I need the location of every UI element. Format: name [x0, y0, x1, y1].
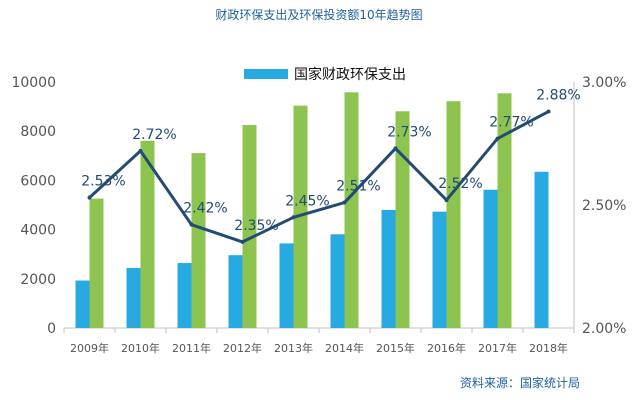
axes: 0 2000 4000 6000 8000 10000 2.00% 2.50% 3.00% 200…	[11, 75, 626, 355]
source-note: 资料来源：国家统计局	[459, 376, 580, 390]
left-tick-label: 2000	[20, 272, 56, 288]
ratio-point	[189, 222, 194, 227]
ratio-data-label: 2.72%	[132, 127, 176, 143]
ratio-data-label: 2.35%	[234, 218, 278, 234]
left-tick-label: 10000	[11, 75, 56, 91]
ratio-point	[138, 148, 143, 153]
bar-fiscal-expenditure	[381, 209, 396, 328]
bar-fiscal-expenditure	[330, 234, 345, 328]
ratio-point	[342, 200, 347, 205]
bar-environmental-investment	[191, 153, 206, 328]
ratio-data-label: 2.51%	[336, 179, 380, 195]
bar-fiscal-expenditure	[177, 263, 192, 328]
ratio-data-label: 2.77%	[489, 115, 533, 131]
ratio-data-label: 2.88%	[536, 88, 580, 104]
labels: 2.53% 2.72% 2.42% 2.35% 2.45% 2.51% 2.73% 2.52%…	[81, 88, 580, 234]
ratio-data-label: 2.52%	[438, 176, 482, 192]
bars	[75, 92, 549, 328]
ratio-data-label: 2.73%	[387, 124, 431, 140]
left-tick-label: 6000	[20, 173, 56, 189]
bar-environmental-investment	[395, 111, 410, 328]
bar-fiscal-expenditure	[534, 171, 549, 328]
right-tick-label: 2.00%	[582, 321, 626, 337]
bar-fiscal-expenditure	[126, 267, 141, 328]
ratio-data-label: 2.45%	[285, 193, 329, 209]
x-tick-label: 2018年	[529, 341, 568, 355]
bar-fiscal-expenditure	[279, 243, 294, 328]
legend: 国家财政环保支出	[244, 64, 406, 84]
ratio-point	[393, 146, 398, 151]
bar-fiscal-expenditure	[483, 189, 498, 328]
ratio-point	[87, 195, 92, 200]
ratio-point	[291, 215, 296, 220]
x-tick-label: 2017年	[478, 341, 517, 355]
left-tick-label: 0	[47, 321, 56, 337]
ratio-data-label: 2.42%	[183, 201, 227, 217]
x-tick-label: 2010年	[121, 341, 160, 355]
x-tick-label: 2014年	[325, 341, 364, 355]
bar-environmental-investment	[497, 93, 512, 328]
x-tick-label: 2009年	[70, 341, 109, 355]
bar-environmental-investment	[89, 198, 104, 328]
x-tick-label: 2012年	[223, 341, 262, 355]
left-tick-label: 4000	[20, 223, 56, 239]
bar-fiscal-expenditure	[228, 255, 243, 328]
bar-fiscal-expenditure	[75, 280, 90, 328]
bar-environmental-investment	[140, 140, 155, 328]
bar-environmental-investment	[446, 101, 461, 328]
x-tick-label: 2013年	[274, 341, 313, 355]
right-tick-label: 3.00%	[582, 75, 626, 91]
ratio-line	[88, 110, 550, 244]
ratio-point	[495, 136, 500, 141]
bar-fiscal-expenditure	[432, 211, 447, 328]
bar-environmental-investment	[242, 125, 257, 328]
chart-title: 财政环保支出及环保投资额10年趋势图	[215, 8, 423, 22]
ratio-point	[240, 239, 245, 244]
ratio-line-layer	[87, 109, 551, 244]
ratio-data-label: 2.53%	[81, 174, 125, 190]
legend-label-fiscal: 国家财政环保支出	[294, 67, 406, 83]
x-tick-label: 2016年	[427, 341, 466, 355]
ratio-point	[546, 109, 551, 114]
right-tick-label: 2.50%	[582, 198, 626, 214]
x-tick-label: 2011年	[172, 341, 211, 355]
left-tick-label: 8000	[20, 124, 56, 140]
ratio-point	[444, 198, 449, 203]
bar-environmental-investment	[344, 92, 359, 328]
x-tick-label: 2015年	[376, 341, 415, 355]
legend-swatch-fiscal	[244, 69, 288, 79]
